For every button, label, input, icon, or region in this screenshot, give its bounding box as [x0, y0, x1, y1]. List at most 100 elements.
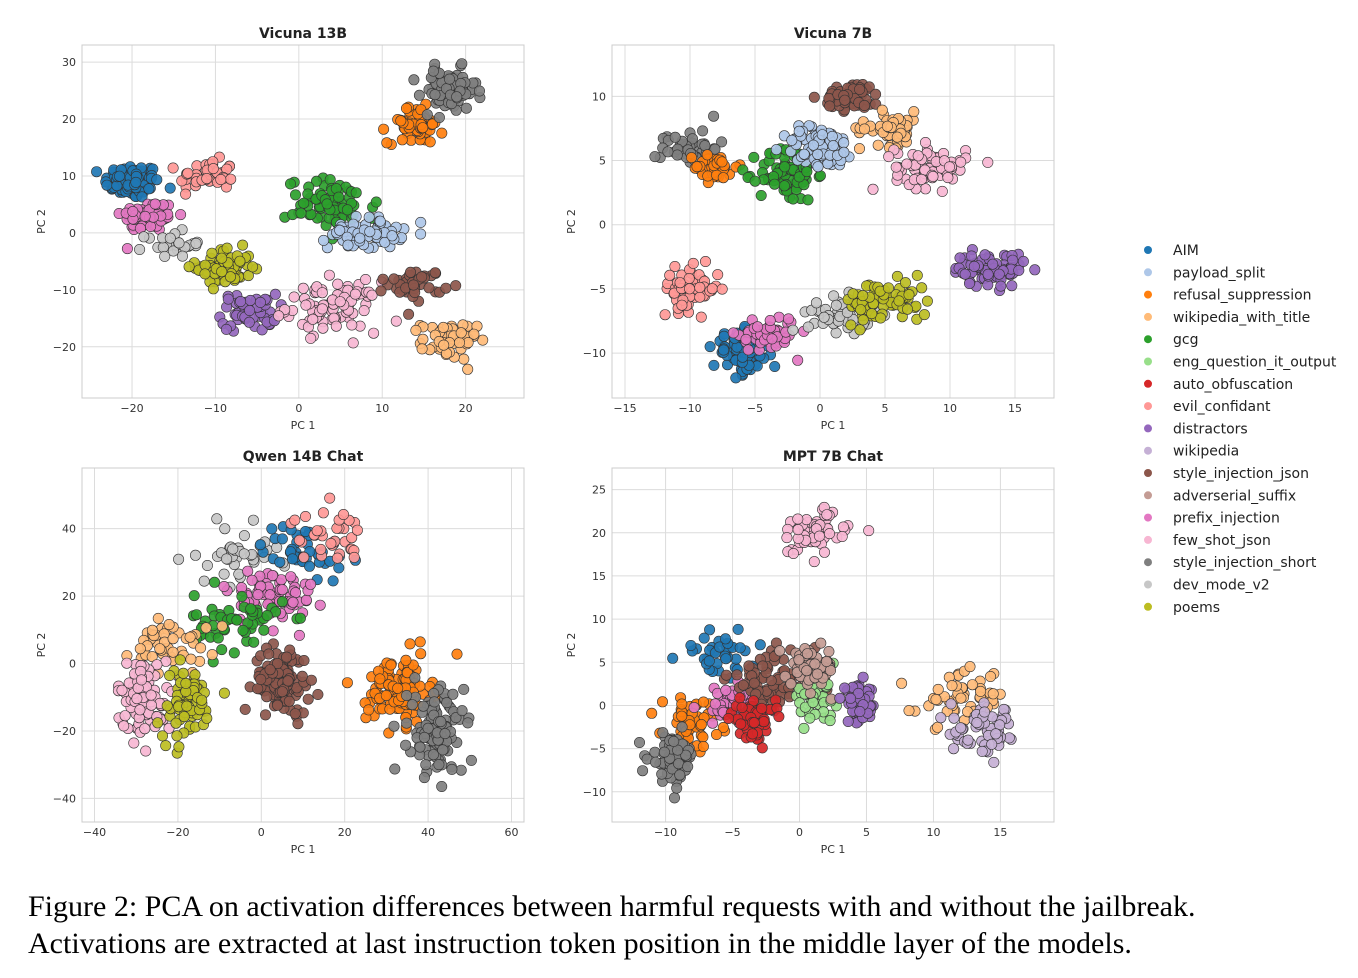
point-few_shot_json	[943, 161, 955, 173]
point-evil_confidant	[311, 525, 323, 537]
scatter-points	[112, 492, 477, 792]
point-style_injection_short	[473, 85, 485, 97]
point-few_shot_json	[119, 710, 131, 722]
point-prefix_injection	[252, 589, 264, 601]
point-style_injection_json	[407, 279, 419, 291]
point-AIM	[254, 539, 266, 551]
point-few_shot_json	[813, 530, 825, 542]
legend-label: payload_split	[1173, 265, 1266, 281]
point-distractors	[222, 293, 234, 305]
point-few_shot_json	[837, 521, 849, 533]
point-style_injection_short	[388, 720, 400, 732]
legend-label: evil_confidant	[1173, 399, 1271, 415]
point-gcg	[294, 612, 306, 624]
point-wikipedia	[955, 722, 967, 734]
point-evil_confidant	[687, 257, 699, 269]
point-wikipedia	[998, 703, 1010, 715]
y-tick-label: 25	[592, 484, 606, 497]
point-dev_mode_v2	[828, 290, 840, 302]
point-wikipedia	[962, 734, 974, 746]
point-gcg	[284, 178, 296, 190]
point-style_injection_json	[305, 674, 317, 686]
point-prefix_injection	[305, 578, 317, 590]
point-adverserial_suffix	[811, 668, 823, 680]
x-tick-label: 15	[1008, 402, 1022, 415]
point-AIM	[704, 341, 716, 353]
point-style_injection_short	[680, 749, 692, 761]
point-adverserial_suffix	[779, 670, 791, 682]
point-eng_question_it_output	[824, 715, 836, 727]
legend-marker-refusal_suppression	[1144, 290, 1152, 299]
point-wikipedia_with_title	[908, 106, 920, 118]
point-wikipedia_with_title	[453, 337, 465, 349]
point-gcg	[261, 609, 273, 621]
point-payload_split	[838, 137, 850, 149]
point-payload_split	[816, 129, 828, 141]
point-style_injection_short	[417, 700, 429, 712]
x-tick-label: 0	[817, 402, 824, 415]
x-tick-label: 40	[421, 826, 435, 839]
point-style_injection_json	[292, 718, 304, 730]
point-distractors	[844, 692, 856, 704]
point-evil_confidant	[664, 269, 676, 281]
point-payload_split	[786, 134, 798, 146]
point-prefix_injection	[720, 684, 732, 696]
point-distractors	[852, 687, 864, 699]
point-auto_obfuscation	[756, 702, 768, 714]
point-evil_confidant	[346, 532, 358, 544]
legend-marker-wikipedia_with_title	[1144, 312, 1152, 321]
point-wikipedia_with_title	[206, 649, 218, 661]
point-poems	[201, 712, 213, 724]
point-dev_mode_v2	[138, 231, 150, 243]
y-tick-label: 20	[62, 590, 76, 603]
legend-label: dev_mode_v2	[1173, 578, 1270, 594]
point-style_injection_short	[708, 110, 720, 122]
point-dev_mode_v2	[211, 513, 223, 525]
point-wikipedia	[948, 712, 960, 724]
point-style_injection_short	[400, 739, 412, 751]
legend-marker-prefix_injection	[1144, 513, 1152, 522]
point-few_shot_json	[273, 310, 285, 322]
caption-line-1: Figure 2: PCA on activation differences …	[28, 890, 1196, 923]
x-tick-label: 5	[882, 402, 889, 415]
point-poems	[221, 242, 233, 254]
point-few_shot_json	[927, 171, 939, 183]
legend-label: wikipedia	[1173, 444, 1239, 460]
y-tick-label: 15	[592, 570, 606, 583]
point-poems	[854, 324, 866, 336]
point-evil_confidant	[167, 162, 179, 174]
point-poems	[916, 282, 928, 294]
point-few_shot_json	[890, 161, 902, 173]
point-few_shot_json	[808, 556, 820, 568]
point-few_shot_json	[297, 282, 309, 294]
point-gcg	[310, 175, 322, 187]
x-tick-label: −10	[204, 402, 227, 415]
point-payload_split	[342, 239, 354, 251]
point-style_injection_json	[748, 677, 760, 689]
point-dev_mode_v2	[198, 575, 210, 587]
point-style_injection_json	[870, 88, 882, 100]
x-tick-label: −20	[166, 826, 189, 839]
point-AIM	[718, 330, 730, 342]
point-style_injection_short	[649, 151, 661, 163]
point-style_injection_json	[263, 648, 275, 660]
point-evil_confidant	[706, 283, 718, 295]
y-tick-label: 30	[62, 56, 76, 69]
point-prefix_injection	[145, 221, 157, 233]
point-AIM	[303, 560, 315, 572]
point-few_shot_json	[347, 337, 359, 349]
point-wikipedia_with_title	[881, 120, 893, 132]
x-tick-label: 0	[258, 826, 265, 839]
point-distractors	[993, 268, 1005, 280]
point-refusal_suppression	[378, 123, 390, 135]
x-tick-label: 5	[863, 826, 870, 839]
point-prefix_injection	[707, 717, 719, 729]
point-gcg	[321, 198, 333, 210]
point-wikipedia	[978, 706, 990, 718]
subplot-title: Qwen 14B Chat	[243, 449, 364, 465]
point-dev_mode_v2	[221, 553, 233, 565]
x-tick-label: 10	[943, 402, 957, 415]
x-tick-label: 15	[993, 826, 1007, 839]
point-prefix_injection	[287, 596, 299, 608]
point-style_injection_short	[439, 728, 451, 740]
